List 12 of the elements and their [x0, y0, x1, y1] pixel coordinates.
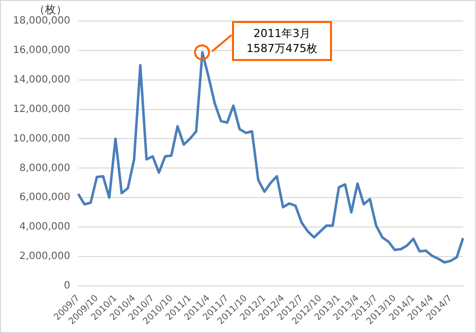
y-tick-label: 12,000,000 — [12, 104, 70, 115]
annotation: 2011年3月 1587万475枚 — [232, 21, 332, 61]
y-tick-label: 8,000,000 — [19, 162, 70, 174]
y-tick-label: 14,000,000 — [12, 74, 70, 86]
y-tick-label: 6,000,000 — [19, 192, 70, 204]
y-tick-label: 16,000,000 — [12, 45, 70, 56]
y-tick-label: 2,000,000 — [19, 251, 70, 262]
y-tick-label: 4,000,000 — [19, 222, 70, 233]
y-tick-label: 18,000,000 — [12, 16, 70, 27]
y-tick-label: 10,000,000 — [12, 133, 70, 144]
y-tick-label: 0 — [64, 280, 70, 292]
y-axis-title: （枚） — [34, 3, 67, 16]
